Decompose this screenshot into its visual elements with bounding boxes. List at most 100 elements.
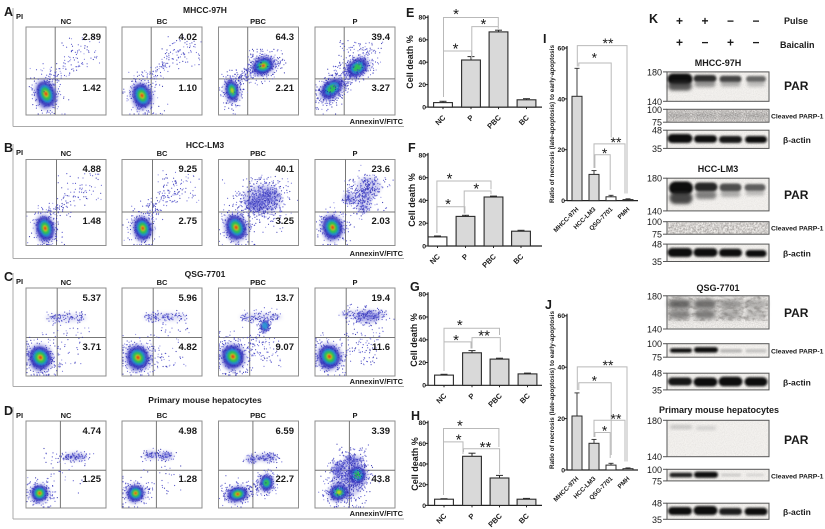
svg-text:35: 35 bbox=[652, 257, 662, 267]
svg-text:1.42: 1.42 bbox=[83, 83, 102, 94]
svg-text:4.74: 4.74 bbox=[83, 426, 102, 437]
svg-text:2.89: 2.89 bbox=[83, 32, 102, 43]
svg-text:Cleaved PARP-1: Cleaved PARP-1 bbox=[771, 474, 824, 481]
svg-text:NC: NC bbox=[61, 411, 72, 420]
svg-text:2.21: 2.21 bbox=[276, 83, 295, 94]
svg-text:Cell death %: Cell death % bbox=[410, 437, 420, 491]
svg-text:3.27: 3.27 bbox=[372, 83, 391, 94]
svg-text:F: F bbox=[408, 141, 416, 155]
svg-text:NC: NC bbox=[61, 17, 72, 26]
svg-text:β-actin: β-actin bbox=[783, 249, 811, 259]
svg-text:HCC-LM3: HCC-LM3 bbox=[186, 140, 225, 150]
svg-text:β-actin: β-actin bbox=[783, 507, 811, 517]
svg-text:**: ** bbox=[603, 35, 614, 51]
svg-text:100: 100 bbox=[647, 465, 662, 475]
svg-text:20: 20 bbox=[418, 482, 426, 489]
svg-text:180: 180 bbox=[647, 416, 662, 426]
svg-text:A: A bbox=[4, 5, 13, 19]
svg-text:Ratio of necrosis (late-apopto: Ratio of necrosis (late-apoptosis) to ea… bbox=[549, 311, 556, 469]
svg-text:1.48: 1.48 bbox=[83, 216, 102, 227]
svg-text:Cell death %: Cell death % bbox=[405, 35, 415, 89]
svg-text:80: 80 bbox=[418, 15, 426, 22]
svg-text:C: C bbox=[4, 270, 13, 284]
svg-text:AnnexinV/FITC: AnnexinV/FITC bbox=[350, 509, 404, 518]
svg-text:Pulse: Pulse bbox=[784, 16, 808, 26]
svg-text:Primary mouse hepatocytes: Primary mouse hepatocytes bbox=[659, 405, 779, 415]
svg-text:QSG-7701: QSG-7701 bbox=[696, 283, 739, 293]
svg-text:1.10: 1.10 bbox=[179, 83, 198, 94]
svg-text:*: * bbox=[480, 16, 486, 33]
svg-text:β-actin: β-actin bbox=[783, 135, 811, 145]
svg-text:P: P bbox=[352, 149, 357, 158]
svg-text:3.25: 3.25 bbox=[276, 216, 295, 227]
svg-text:P: P bbox=[466, 113, 476, 123]
svg-text:H: H bbox=[411, 409, 420, 423]
svg-text:39.4: 39.4 bbox=[372, 32, 391, 43]
svg-text:BC: BC bbox=[157, 278, 168, 287]
svg-text:*: * bbox=[447, 171, 453, 188]
svg-text:Cell death %: Cell death % bbox=[407, 173, 417, 227]
svg-text:Ratio of necrosis (late-apopto: Ratio of necrosis (late-apoptosis) to ea… bbox=[549, 45, 556, 203]
svg-text:+: + bbox=[727, 36, 734, 50]
svg-text:AnnexinV/FITC: AnnexinV/FITC bbox=[350, 249, 404, 258]
svg-text:P: P bbox=[352, 411, 357, 420]
svg-text:PI: PI bbox=[16, 277, 23, 286]
svg-text:*: * bbox=[592, 50, 598, 66]
svg-text:5.96: 5.96 bbox=[179, 293, 198, 304]
svg-text:*: * bbox=[602, 423, 608, 439]
svg-text:100: 100 bbox=[647, 217, 662, 227]
svg-text:40: 40 bbox=[418, 60, 426, 67]
svg-text:48: 48 bbox=[652, 240, 662, 250]
svg-text:*: * bbox=[602, 145, 608, 161]
svg-text:*: * bbox=[473, 180, 479, 197]
svg-text:+: + bbox=[676, 14, 683, 28]
svg-text:*: * bbox=[457, 317, 463, 334]
svg-text:P: P bbox=[352, 17, 357, 26]
svg-text:140: 140 bbox=[647, 452, 662, 462]
svg-text:140: 140 bbox=[647, 325, 662, 335]
svg-text:PBC: PBC bbox=[250, 17, 266, 26]
svg-text:**: ** bbox=[480, 439, 492, 456]
svg-text:140: 140 bbox=[647, 206, 662, 216]
svg-text:2.75: 2.75 bbox=[179, 216, 198, 227]
svg-text:PBC: PBC bbox=[250, 278, 266, 287]
svg-text:P: P bbox=[467, 511, 477, 521]
svg-text:PI: PI bbox=[16, 12, 23, 21]
svg-text:PAR: PAR bbox=[784, 188, 809, 202]
svg-text:75: 75 bbox=[652, 118, 662, 128]
svg-text:80: 80 bbox=[418, 292, 426, 299]
svg-text:5.37: 5.37 bbox=[83, 293, 102, 304]
svg-text:*: * bbox=[592, 373, 598, 389]
svg-text:+: + bbox=[676, 36, 683, 50]
svg-text:48: 48 bbox=[652, 126, 662, 136]
svg-text:40: 40 bbox=[557, 96, 565, 103]
svg-text:100: 100 bbox=[647, 339, 662, 349]
svg-text:13.7: 13.7 bbox=[276, 293, 295, 304]
svg-text:4.82: 4.82 bbox=[179, 342, 198, 353]
svg-text:40: 40 bbox=[557, 365, 565, 372]
svg-text:4.88: 4.88 bbox=[83, 164, 102, 175]
svg-text:*: * bbox=[445, 196, 451, 213]
svg-text:P: P bbox=[352, 278, 357, 287]
svg-text:35: 35 bbox=[652, 144, 662, 154]
svg-text:60: 60 bbox=[418, 314, 426, 321]
svg-text:6.59: 6.59 bbox=[276, 426, 295, 437]
svg-text:Baicalin: Baicalin bbox=[780, 40, 815, 50]
svg-text:0: 0 bbox=[561, 467, 565, 474]
svg-text:80: 80 bbox=[418, 420, 426, 427]
svg-text:64.3: 64.3 bbox=[276, 32, 295, 43]
svg-text:75: 75 bbox=[652, 476, 662, 486]
svg-text:43.8: 43.8 bbox=[372, 474, 391, 485]
svg-text:40: 40 bbox=[418, 337, 426, 344]
svg-text:D: D bbox=[4, 404, 13, 418]
svg-text:*: * bbox=[453, 6, 459, 23]
svg-text:0: 0 bbox=[422, 383, 426, 390]
svg-text:75: 75 bbox=[652, 353, 662, 363]
svg-text:*: * bbox=[453, 332, 459, 349]
svg-text:PBC: PBC bbox=[250, 411, 266, 420]
svg-text:60: 60 bbox=[418, 37, 426, 44]
svg-text:**: ** bbox=[611, 134, 622, 150]
svg-text:PI: PI bbox=[16, 148, 23, 157]
svg-text:4.98: 4.98 bbox=[179, 426, 198, 437]
svg-text:75: 75 bbox=[652, 230, 662, 240]
